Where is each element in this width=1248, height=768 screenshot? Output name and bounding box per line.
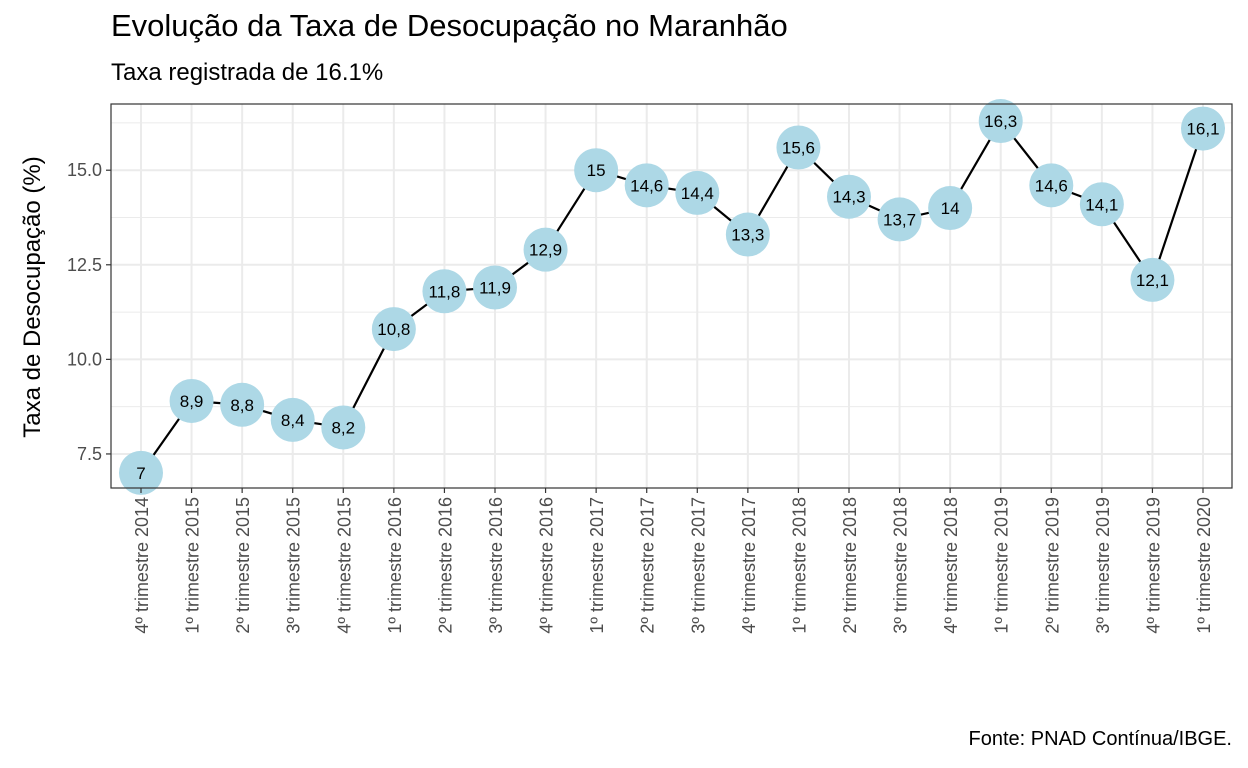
data-label: 10,8: [377, 320, 410, 339]
series-line: [140, 119, 1205, 474]
data-point: [1029, 163, 1074, 208]
data-label: 12,9: [529, 241, 562, 260]
point-layer: 7 8,9 8,8 8,4 8,2 10,8 11,8 11,9 12,9 15 14,6 14,4 1…: [119, 99, 1225, 495]
data-label: 14,4: [681, 184, 714, 203]
data-point: [574, 148, 619, 193]
x-tick-label: 3º trimestre 2016: [486, 497, 506, 634]
data-point: [270, 397, 315, 442]
axis-layer: 7.5 10.0 12.5 15.0 4º trimestre 2014 1º trime…: [67, 103, 1233, 634]
x-tick-label: 1º trimestre 2020: [1194, 497, 1214, 634]
x-tick-label: 3º trimestre 2017: [688, 497, 708, 634]
data-label: 13,3: [731, 226, 764, 245]
data-label: 12,1: [1136, 271, 1169, 290]
panel-border: [110, 103, 1233, 489]
data-point: [877, 197, 922, 242]
y-axis-title: Taxa de Desocupação (%): [19, 156, 46, 437]
source-caption: Fonte: PNAD Contínua/IBGE.: [968, 728, 1232, 750]
data-point: [523, 227, 568, 272]
data-point: [119, 450, 163, 495]
data-label: 11,9: [479, 278, 511, 297]
x-tick-label: 3º trimestre 2019: [1093, 497, 1113, 634]
data-point: [725, 212, 770, 257]
data-point: [220, 382, 265, 427]
x-tick-label: 4º trimestre 2016: [537, 497, 557, 634]
data-point: [624, 163, 669, 208]
data-label: 14,1: [1085, 195, 1118, 214]
data-label: 11,8: [429, 282, 461, 301]
data-label: 16,1: [1186, 120, 1219, 139]
data-point: [1181, 106, 1225, 151]
x-tick-label: 2º trimestre 2018: [840, 497, 860, 634]
x-tick-label: 4º trimestre 2014: [132, 497, 152, 634]
x-tick-label: 4º trimestre 2015: [334, 497, 354, 634]
x-tick-label: 1º trimestre 2017: [587, 497, 607, 634]
data-point: [1130, 257, 1175, 302]
x-tick-label: 1º trimestre 2019: [992, 497, 1012, 634]
data-point: [422, 269, 467, 314]
x-tick-label: 1º trimestre 2015: [183, 497, 203, 634]
data-label: 7: [136, 464, 145, 483]
y-tick-label: 15.0: [67, 160, 102, 180]
x-tick-label: 2º trimestre 2019: [1042, 497, 1062, 634]
data-point: [827, 174, 871, 219]
data-label: 14: [941, 199, 960, 218]
data-label: 14,6: [630, 176, 663, 195]
y-tick-label: 10.0: [67, 349, 102, 369]
data-label: 15: [587, 161, 606, 180]
data-label: 14,6: [1035, 176, 1068, 195]
data-label: 8,9: [180, 392, 204, 411]
y-tick-label: 12.5: [67, 255, 102, 275]
x-tick-label: 1º trimestre 2016: [385, 497, 405, 634]
x-tick-label: 3º trimestre 2015: [284, 497, 304, 634]
line-layer: [140, 119, 1205, 474]
data-point: [169, 378, 214, 423]
x-tick-label: 2º trimestre 2017: [638, 497, 658, 634]
x-tick-label: 2º trimestre 2016: [435, 497, 455, 634]
chart-title: Evolução da Taxa de Desocupação no Maran…: [111, 8, 788, 43]
data-point: [473, 265, 517, 310]
data-point: [928, 186, 973, 231]
x-tick-label: 4º trimestre 2019: [1143, 497, 1163, 634]
data-label: 8,8: [230, 396, 254, 415]
data-label: 8,2: [331, 418, 355, 437]
x-tick-label: 1º trimestre 2018: [789, 497, 809, 634]
data-label: 8,4: [281, 411, 305, 430]
data-label: 14,3: [832, 188, 865, 207]
data-point: [978, 99, 1023, 144]
data-label: 15,6: [782, 139, 815, 158]
x-tick-label: 4º trimestre 2017: [739, 497, 759, 634]
x-tick-label: 2º trimestre 2015: [233, 497, 253, 634]
data-point: [371, 307, 416, 352]
data-point: [675, 170, 720, 215]
y-tick-label: 7.5: [77, 444, 102, 464]
data-point: [776, 125, 821, 170]
data-label: 13,7: [883, 210, 916, 229]
x-tick-label: 4º trimestre 2018: [941, 497, 961, 634]
data-point: [1079, 182, 1124, 227]
chart-subtitle: Taxa registrada de 16.1%: [111, 59, 384, 86]
data-label: 16,3: [984, 112, 1017, 131]
x-tick-label: 3º trimestre 2018: [891, 497, 911, 634]
data-point: [321, 405, 366, 450]
